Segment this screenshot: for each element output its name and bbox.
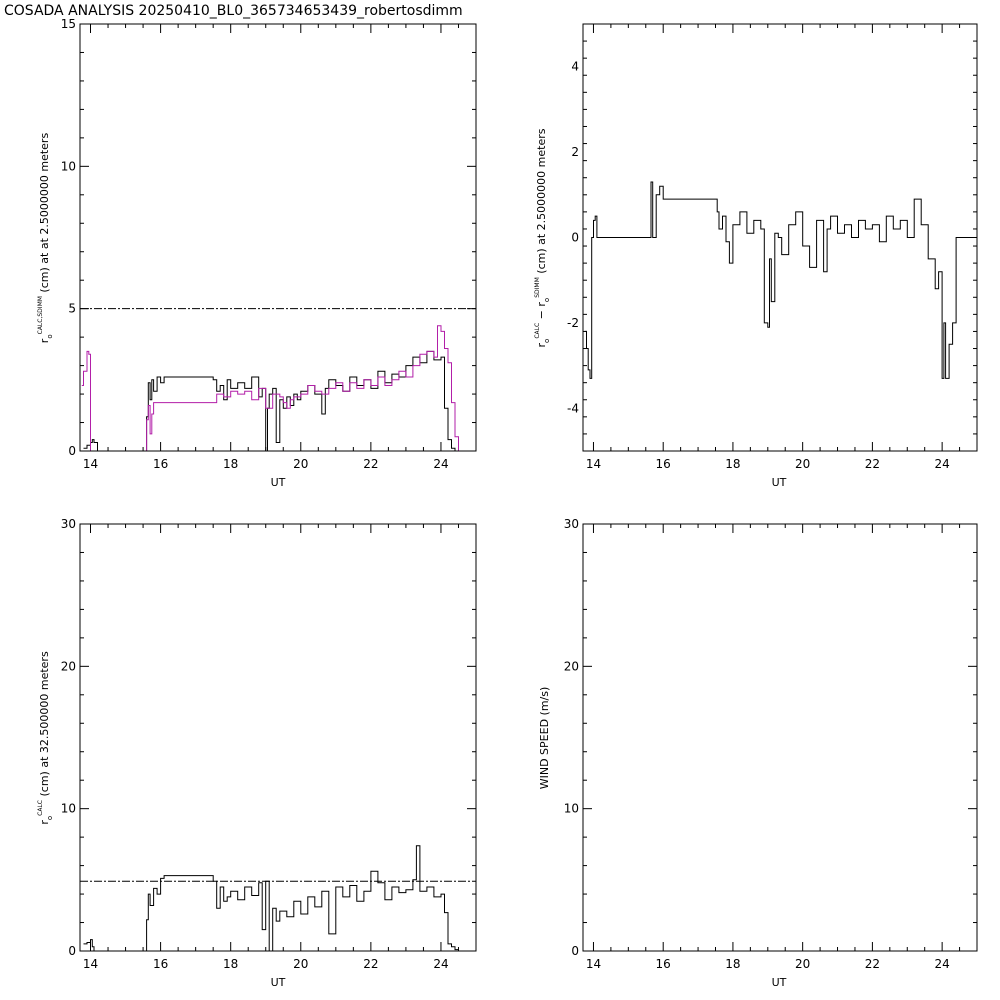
x-tick-label: 24 [433, 457, 448, 471]
series-line-0 [83, 845, 476, 952]
x-tick-label: 18 [725, 457, 740, 471]
page-title: COSADA ANALYSIS 20250410_BL0_36573465343… [4, 3, 463, 19]
y-tick-label: 0 [68, 444, 76, 458]
x-tick-label: 16 [656, 457, 671, 471]
y-axis-label: roCALC,SDIMM (cm) at at 2.5000000 meters [37, 133, 54, 344]
y-tick-label: 20 [61, 659, 76, 673]
y-tick-label: 20 [564, 659, 579, 673]
plot-frame [79, 523, 477, 952]
x-tick-label: 22 [363, 957, 378, 971]
x-tick-label: 14 [586, 957, 601, 971]
y-tick-label: 10 [61, 802, 76, 816]
svg-text:roCALC − roSDIMM (cm) at 2.50: roCALC − roSDIMM (cm) at 2.5000000 meter… [534, 128, 551, 347]
y-tick-label: 10 [564, 802, 579, 816]
x-tick-label: 22 [865, 957, 880, 971]
x-tick-label: 14 [83, 457, 98, 471]
x-tick-label: 24 [433, 957, 448, 971]
svg-text:roCALC,SDIMM (cm) at at 2.50: roCALC,SDIMM (cm) at at 2.5000000 meters [37, 133, 54, 344]
x-tick-label: 20 [795, 457, 810, 471]
series-line-1 [81, 325, 476, 452]
plot-frame [582, 523, 978, 952]
x-tick-label: 22 [363, 457, 378, 471]
x-tick-label: 14 [586, 457, 601, 471]
y-axis-label: WIND SPEED (m/s) [538, 687, 551, 790]
x-tick-label: 20 [293, 957, 308, 971]
x-tick-label: 18 [223, 957, 238, 971]
y-tick-label: 10 [61, 159, 76, 173]
y-tick-label: 0 [571, 944, 579, 958]
series-layer [80, 308, 476, 452]
plot-frame [79, 23, 477, 452]
axis-ticks: 14 16 18 20 22 24 0 10 20 30 [564, 517, 977, 971]
axis-ticks: 14 16 18 20 22 24 0 10 20 30 [61, 517, 476, 971]
x-tick-label: 22 [865, 457, 880, 471]
series-line-0 [584, 181, 977, 379]
y-axis-label: roCALC − roSDIMM (cm) at 2.5000000 meter… [534, 128, 551, 347]
x-tick-label: 16 [153, 457, 168, 471]
y-axis-label: roCALC (cm) at 32.500000 meters [37, 651, 54, 825]
y-tick-label: 30 [61, 517, 76, 531]
x-tick-label: 14 [83, 957, 98, 971]
x-tick-label: 20 [293, 457, 308, 471]
svg-text:roCALC (cm) at 32.500000 mete: roCALC (cm) at 32.500000 meters [37, 651, 54, 825]
y-tick-label: -2 [567, 316, 579, 330]
series-layer [584, 181, 977, 379]
x-tick-label: 16 [153, 957, 168, 971]
series-layer [80, 845, 476, 952]
x-tick-label: 20 [795, 957, 810, 971]
x-tick-label: 24 [934, 957, 949, 971]
x-tick-label: 16 [656, 957, 671, 971]
y-tick-label: -4 [567, 401, 579, 415]
x-axis-label: UT [271, 976, 286, 989]
y-tick-label: 0 [571, 231, 579, 245]
x-tick-label: 24 [934, 457, 949, 471]
y-tick-label: 2 [571, 145, 579, 159]
plot-frame [582, 23, 978, 452]
x-axis-label: UT [772, 476, 787, 489]
x-tick-label: 18 [725, 957, 740, 971]
axis-ticks: 14 16 18 20 22 24 0 5 10 15 [61, 17, 476, 471]
y-tick-label: 30 [564, 517, 579, 531]
y-tick-label: 5 [68, 302, 76, 316]
x-tick-label: 18 [223, 457, 238, 471]
y-tick-label: 0 [68, 944, 76, 958]
x-axis-label: UT [271, 476, 286, 489]
x-axis-label: UT [772, 976, 787, 989]
y-tick-label: 15 [61, 17, 76, 31]
y-tick-label: 4 [571, 60, 579, 74]
